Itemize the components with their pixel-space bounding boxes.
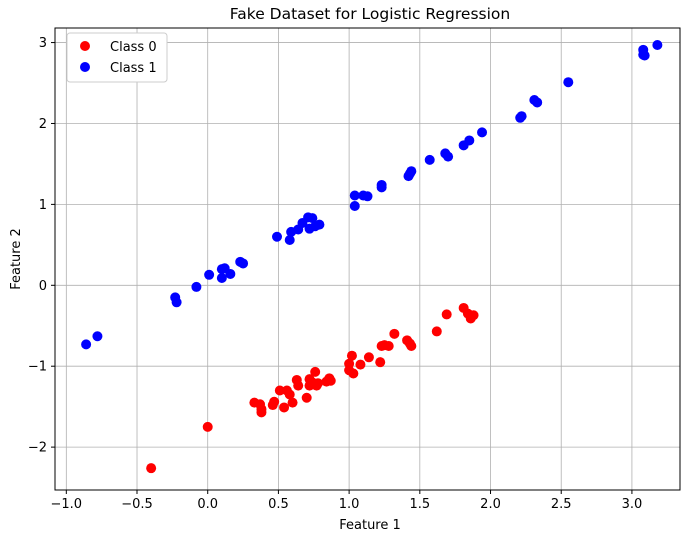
data-point-class-1 bbox=[216, 273, 227, 284]
data-point-class-0 bbox=[269, 396, 280, 407]
legend-label-class-1: Class 1 bbox=[110, 61, 157, 76]
y-tick-label: 3 bbox=[39, 36, 47, 51]
data-point-class-0 bbox=[363, 352, 374, 363]
data-point-class-1 bbox=[349, 190, 360, 201]
x-tick-label: 1.0 bbox=[339, 497, 360, 512]
data-point-class-1 bbox=[191, 281, 202, 292]
data-point-class-1 bbox=[652, 39, 663, 50]
data-point-class-0 bbox=[256, 407, 267, 418]
data-point-class-1 bbox=[406, 166, 417, 177]
data-point-class-0 bbox=[441, 309, 452, 320]
grid bbox=[55, 28, 680, 490]
data-point-class-1 bbox=[516, 111, 527, 122]
data-point-class-1 bbox=[171, 297, 182, 308]
data-point-class-1 bbox=[464, 135, 475, 146]
y-tick-label: 2 bbox=[39, 117, 47, 132]
x-tick-label: 0.5 bbox=[268, 497, 289, 512]
y-axis-label: Feature 2 bbox=[9, 228, 24, 290]
legend-marker-class-0 bbox=[80, 41, 90, 51]
data-point-class-1 bbox=[314, 219, 325, 230]
x-tick-label: 1.5 bbox=[409, 497, 430, 512]
data-point-class-0 bbox=[310, 366, 321, 377]
data-point-class-0 bbox=[348, 368, 359, 379]
data-point-class-0 bbox=[355, 359, 366, 370]
x-tick-label: 2.5 bbox=[551, 497, 572, 512]
legend: Class 0 Class 1 bbox=[66, 32, 168, 83]
x-tick-label: 3.0 bbox=[622, 497, 643, 512]
y-tick-label: −1 bbox=[28, 360, 47, 375]
data-point-class-1 bbox=[307, 213, 318, 224]
data-point-class-0 bbox=[146, 463, 157, 474]
chart-title: Fake Dataset for Logistic Regression bbox=[230, 5, 510, 23]
data-point-class-1 bbox=[349, 201, 360, 212]
x-axis-label: Feature 1 bbox=[339, 518, 401, 533]
data-point-class-1 bbox=[362, 191, 373, 202]
data-point-class-0 bbox=[202, 421, 213, 432]
data-point-class-1 bbox=[563, 77, 574, 88]
data-point-class-1 bbox=[284, 234, 295, 245]
data-point-class-1 bbox=[204, 269, 215, 280]
data-point-class-0 bbox=[406, 340, 417, 351]
data-point-class-1 bbox=[376, 179, 387, 190]
y-tick-label: 0 bbox=[39, 279, 47, 294]
data-point-class-0 bbox=[287, 397, 298, 408]
data-point-class-0 bbox=[313, 378, 324, 389]
data-point-class-0 bbox=[431, 326, 442, 337]
data-point-class-0 bbox=[325, 375, 336, 386]
data-point-class-1 bbox=[92, 331, 103, 342]
x-tick-label: 0.0 bbox=[197, 497, 218, 512]
plot-frame bbox=[54, 27, 681, 491]
data-point-class-0 bbox=[274, 385, 285, 396]
data-point-class-0 bbox=[389, 328, 400, 339]
data-point-class-1 bbox=[443, 151, 454, 162]
data-point-class-0 bbox=[279, 402, 290, 413]
y-tick-label: 1 bbox=[39, 198, 47, 213]
data-point-class-1 bbox=[81, 339, 92, 350]
data-point-class-0 bbox=[284, 389, 295, 400]
data-point-class-0 bbox=[293, 380, 304, 391]
data-point-class-1 bbox=[477, 127, 488, 138]
data-point-class-0 bbox=[346, 350, 357, 361]
data-points bbox=[81, 39, 663, 474]
data-point-class-1 bbox=[238, 258, 249, 269]
data-point-class-0 bbox=[468, 310, 479, 321]
data-point-class-1 bbox=[225, 268, 236, 279]
data-point-class-1 bbox=[639, 50, 650, 61]
legend-label-class-0: Class 0 bbox=[110, 40, 157, 55]
data-point-class-1 bbox=[532, 97, 543, 108]
legend-marker-class-1 bbox=[80, 62, 90, 72]
x-tick-label: −0.5 bbox=[121, 497, 153, 512]
x-tick-label: −1.0 bbox=[51, 497, 83, 512]
x-tick-label: 2.0 bbox=[480, 497, 501, 512]
y-tick-label: −2 bbox=[28, 441, 47, 456]
data-point-class-0 bbox=[375, 357, 386, 368]
data-point-class-0 bbox=[301, 392, 312, 403]
data-point-class-0 bbox=[383, 340, 394, 351]
legend-box bbox=[66, 32, 168, 83]
data-point-class-1 bbox=[272, 231, 283, 242]
axis-ticks: −1.0 −0.5 0.0 0.5 1.0 1.5 2.0 2.5 3.0 −2 −1 0 1 2 3 bbox=[28, 36, 642, 512]
data-point-class-1 bbox=[424, 154, 435, 165]
